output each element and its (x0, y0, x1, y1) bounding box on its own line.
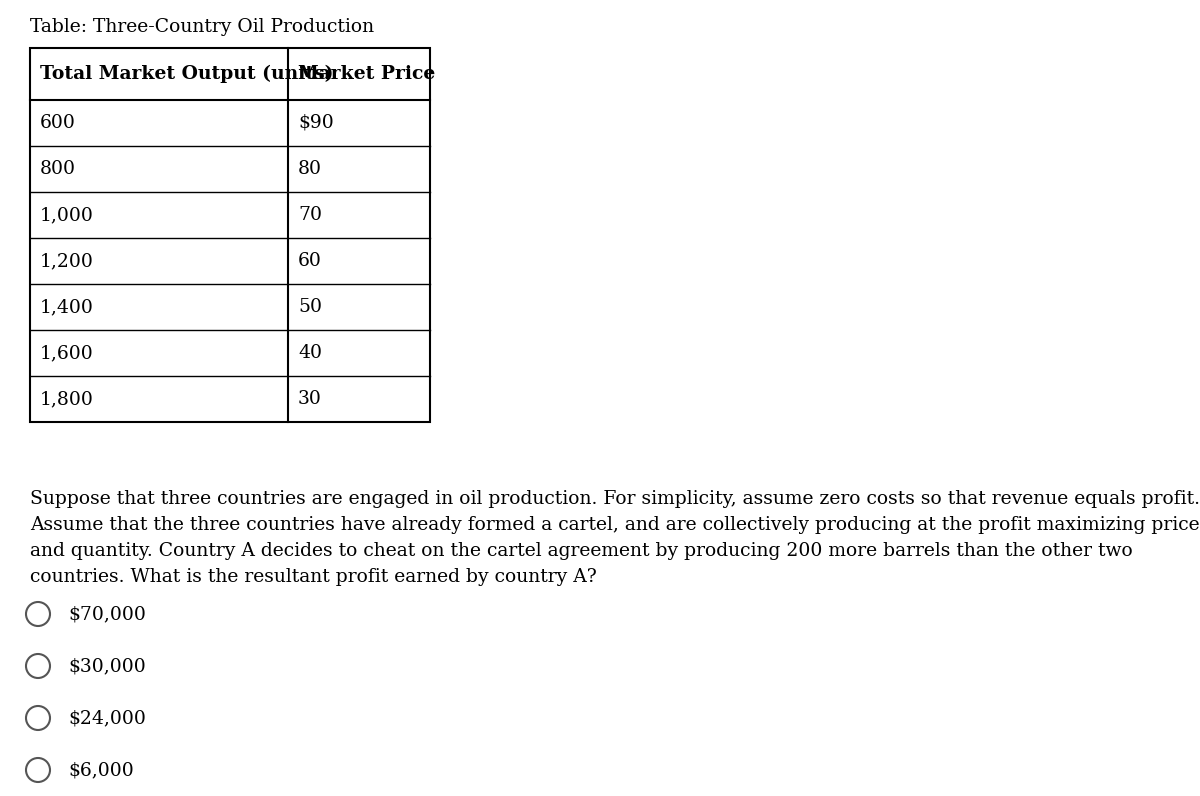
Text: 1,200: 1,200 (40, 252, 94, 270)
Text: 30: 30 (298, 390, 322, 408)
Text: 60: 60 (298, 252, 322, 270)
Text: Suppose that three countries are engaged in oil production. For simplicity, assu: Suppose that three countries are engaged… (30, 490, 1200, 508)
Text: Market Price: Market Price (298, 65, 436, 83)
Text: 1,800: 1,800 (40, 390, 94, 408)
Text: 50: 50 (298, 298, 322, 316)
Text: and quantity. Country A decides to cheat on the cartel agreement by producing 20: and quantity. Country A decides to cheat… (30, 542, 1133, 560)
Text: 800: 800 (40, 160, 76, 178)
Text: $70,000: $70,000 (68, 605, 146, 623)
Text: $30,000: $30,000 (68, 657, 145, 675)
Text: 1,000: 1,000 (40, 206, 94, 224)
Text: Table: Three-Country Oil Production: Table: Three-Country Oil Production (30, 18, 374, 36)
Text: 80: 80 (298, 160, 322, 178)
Text: Assume that the three countries have already formed a cartel, and are collective: Assume that the three countries have alr… (30, 516, 1200, 534)
Text: 40: 40 (298, 344, 322, 362)
Text: 1,600: 1,600 (40, 344, 94, 362)
Text: 600: 600 (40, 114, 76, 132)
Text: 1,400: 1,400 (40, 298, 94, 316)
Text: $24,000: $24,000 (68, 709, 146, 727)
Text: countries. What is the resultant profit earned by country A?: countries. What is the resultant profit … (30, 568, 596, 586)
Text: $6,000: $6,000 (68, 761, 133, 779)
Text: Total Market Output (units): Total Market Output (units) (40, 65, 334, 83)
Bar (30, 48, 430, 422)
Text: $90: $90 (298, 114, 334, 132)
Text: 70: 70 (298, 206, 322, 224)
